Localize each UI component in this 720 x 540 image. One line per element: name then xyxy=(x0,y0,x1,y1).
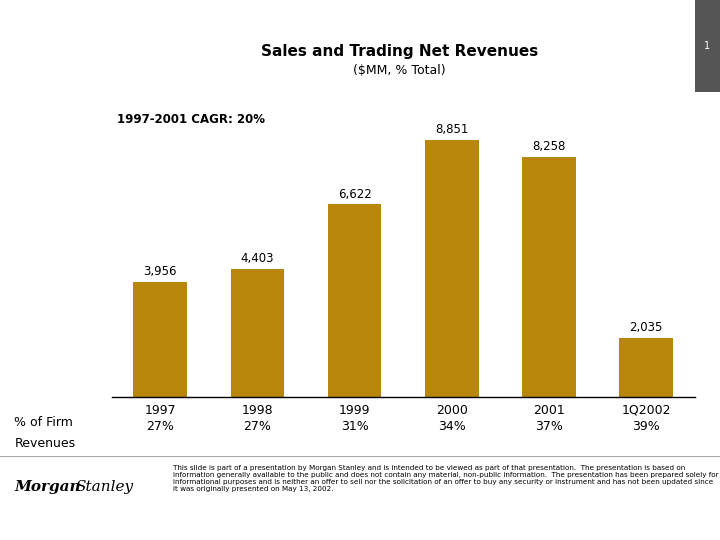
Text: 6,622: 6,622 xyxy=(338,188,372,201)
Text: Morgan: Morgan xyxy=(14,480,81,494)
Text: 27%: 27% xyxy=(146,420,174,433)
Text: Revenues: Revenues xyxy=(14,437,76,450)
FancyBboxPatch shape xyxy=(695,0,720,92)
Text: 3,956: 3,956 xyxy=(143,265,177,278)
Text: 31%: 31% xyxy=(341,420,369,433)
Text: 1997-2001 CAGR: 20%: 1997-2001 CAGR: 20% xyxy=(117,113,266,126)
Bar xyxy=(230,269,284,397)
Text: 2,035: 2,035 xyxy=(629,321,663,334)
Text: % of Firm: % of Firm xyxy=(14,416,73,429)
Text: 39%: 39% xyxy=(632,420,660,433)
Text: ($MM, % Total): ($MM, % Total) xyxy=(354,64,446,77)
Bar xyxy=(133,282,187,397)
Bar xyxy=(328,205,382,397)
Text: Sales and Trading: Sales and Trading xyxy=(18,55,248,78)
Text: 8,258: 8,258 xyxy=(532,140,566,153)
Text: 8,851: 8,851 xyxy=(435,123,469,136)
Text: Stanley: Stanley xyxy=(76,480,134,494)
Text: This slide is part of a presentation by Morgan Stanley and is intended to be vie: This slide is part of a presentation by … xyxy=(173,464,719,491)
Bar xyxy=(619,338,673,397)
Bar xyxy=(522,157,576,397)
Text: 37%: 37% xyxy=(535,420,563,433)
Text: 34%: 34% xyxy=(438,420,466,433)
Text: 4,403: 4,403 xyxy=(240,252,274,265)
Text: 27%: 27% xyxy=(243,420,271,433)
Text: 1: 1 xyxy=(704,41,710,51)
Text: Sales and Trading Net Revenues: Sales and Trading Net Revenues xyxy=(261,44,539,59)
Bar xyxy=(425,140,479,397)
